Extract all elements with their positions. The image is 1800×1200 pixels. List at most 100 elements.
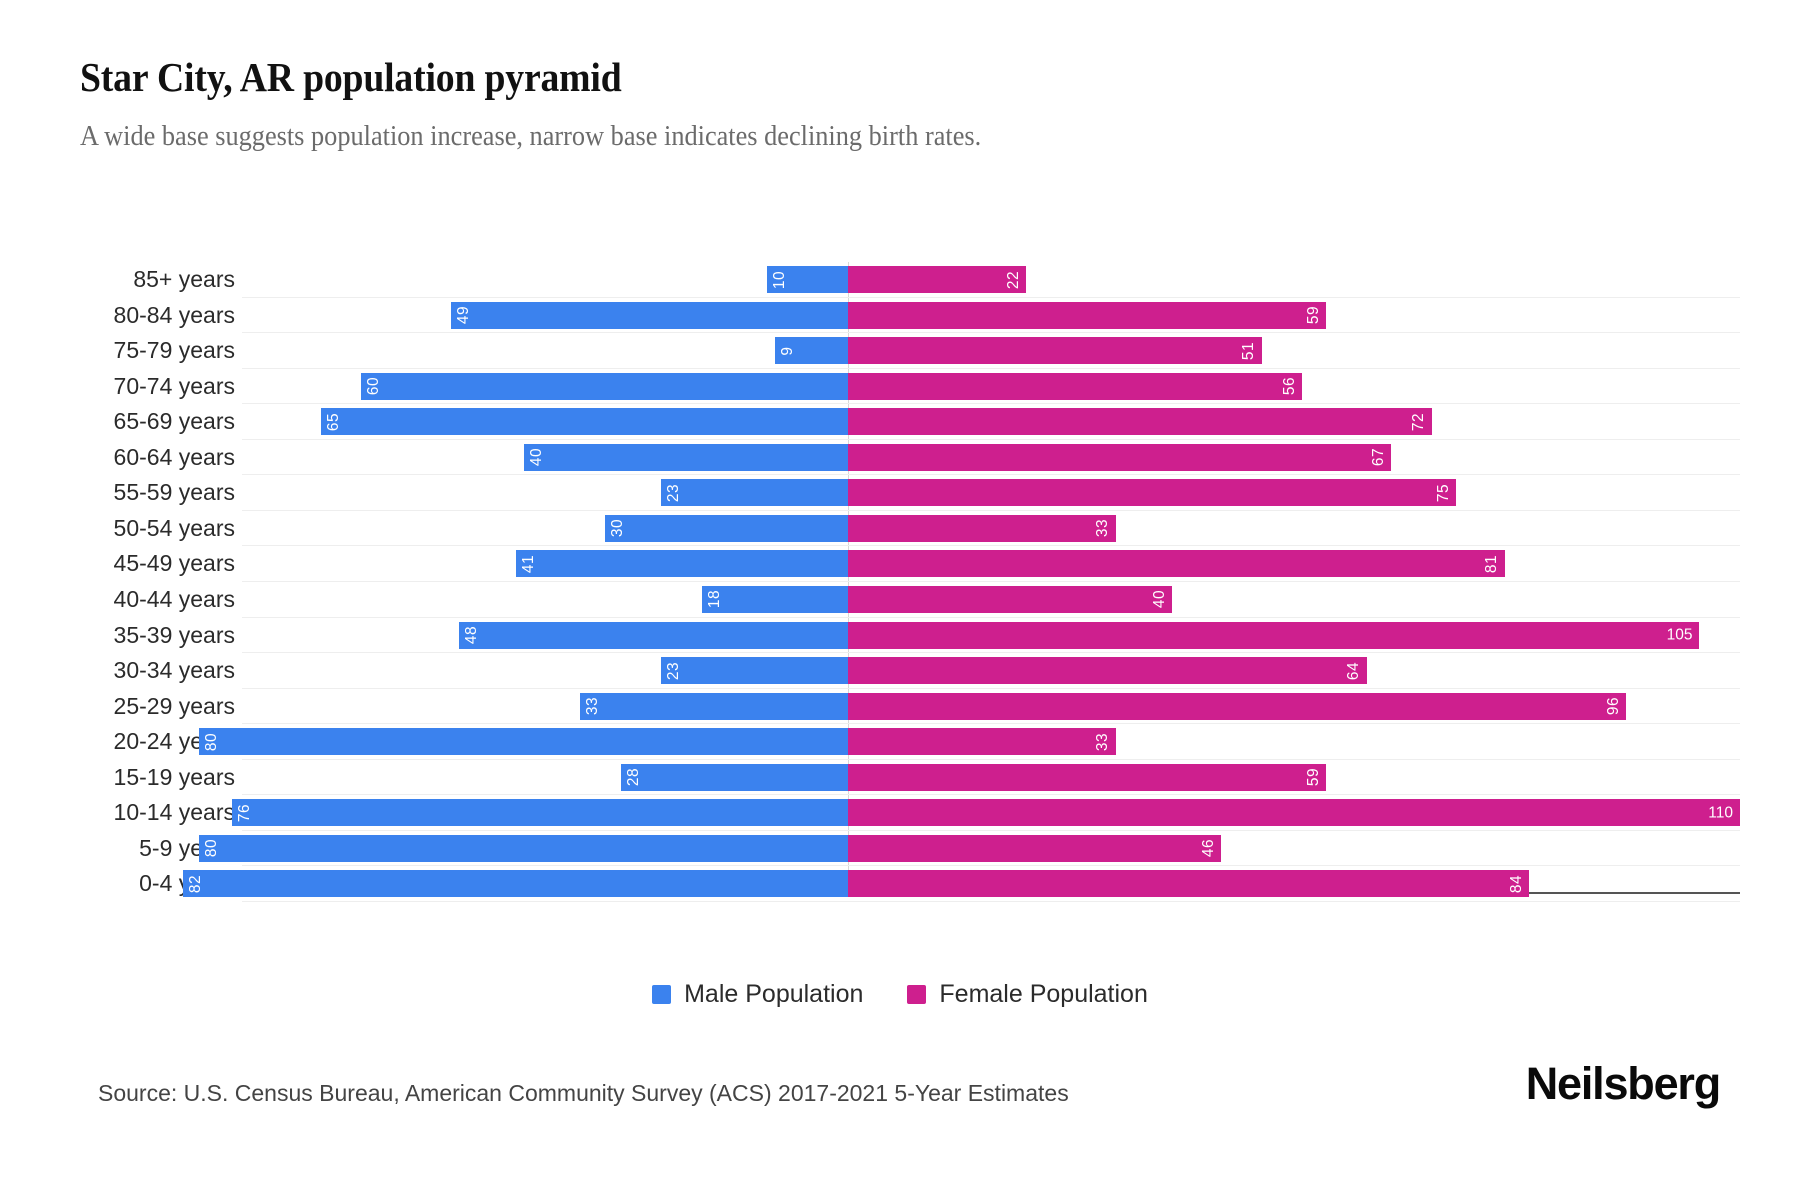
female-bar[interactable]: 96: [848, 692, 1627, 720]
y-axis-tick-label: 35-39 years: [113, 621, 235, 648]
female-bar[interactable]: 59: [848, 763, 1327, 791]
male-bar-value: 18: [706, 590, 724, 609]
male-bar-value: 33: [584, 696, 602, 716]
female-bar[interactable]: 84: [848, 870, 1530, 898]
gridline: [242, 723, 1740, 725]
female-bar-value: 40: [1150, 590, 1168, 609]
male-bar[interactable]: 82: [183, 870, 848, 898]
male-bar[interactable]: 28: [620, 763, 848, 791]
male-bar-value: 10: [770, 270, 788, 289]
brand-logo: Neilsberg: [1525, 1058, 1721, 1109]
pyramid-row: 82 84: [183, 866, 1740, 902]
male-bar-value: 23: [665, 661, 683, 680]
male-bar-value: 76: [235, 803, 253, 822]
gridline: [242, 545, 1740, 547]
pyramid-row: 41 81: [242, 546, 1740, 582]
chart-header: Star City, AR population pyramid A wide …: [80, 52, 1720, 156]
female-bar-value: 56: [1280, 377, 1298, 396]
gridline: [242, 403, 1740, 405]
y-axis-tick-label: 70-74 years: [113, 372, 235, 399]
male-bar[interactable]: 80: [199, 728, 848, 756]
male-bar-value: 28: [624, 768, 642, 787]
pyramid-row: 28 59: [242, 760, 1740, 796]
female-bar[interactable]: 67: [848, 443, 1392, 471]
male-bar[interactable]: 65: [320, 408, 848, 436]
female-bar-value: 33: [1094, 519, 1112, 538]
female-bar[interactable]: 64: [848, 657, 1367, 685]
female-bar[interactable]: 72: [848, 408, 1432, 436]
female-bar[interactable]: 110: [848, 799, 1740, 827]
female-bar[interactable]: 75: [848, 479, 1457, 507]
legend-item-female[interactable]: Female Population: [907, 980, 1148, 1009]
female-bar-value: 22: [1004, 270, 1022, 289]
gridline: [242, 296, 1740, 298]
male-bar[interactable]: 23: [661, 657, 848, 685]
female-bar[interactable]: 105: [848, 621, 1700, 649]
pyramid-row: 49 59: [242, 298, 1740, 334]
gridline: [242, 758, 1740, 760]
male-bar[interactable]: 41: [515, 550, 848, 578]
male-color-swatch-icon: [652, 985, 672, 1004]
male-bar[interactable]: 33: [580, 692, 848, 720]
legend-label-male: Male Population: [684, 980, 864, 1008]
gridline: [242, 438, 1740, 440]
female-bar-value: 110: [1708, 804, 1733, 821]
gridline: [242, 580, 1740, 582]
male-bar[interactable]: 40: [523, 443, 848, 471]
gridline: [242, 865, 1740, 867]
y-axis-tick-label: 80-84 years: [113, 301, 235, 328]
gridline: [242, 900, 1740, 902]
male-bar[interactable]: 76: [231, 799, 848, 827]
male-bar[interactable]: 10: [766, 266, 848, 293]
male-bar-value: 60: [365, 377, 383, 396]
female-bar[interactable]: 33: [848, 514, 1116, 542]
legend-item-male[interactable]: Male Population: [652, 980, 863, 1009]
male-bar[interactable]: 60: [361, 372, 848, 400]
source-note: Source: U.S. Census Bureau, American Com…: [98, 1080, 1069, 1106]
male-bar[interactable]: 18: [702, 585, 848, 613]
female-bar-value: 33: [1094, 732, 1112, 751]
gridline: [242, 332, 1740, 334]
y-axis-labels: 85+ years 80-84 years 75-79 years 70-74 yea…: [80, 262, 235, 896]
male-bar-value: 49: [454, 305, 472, 325]
pyramid-row: 10 22: [242, 262, 1740, 298]
male-bar[interactable]: 30: [604, 514, 848, 542]
female-bar[interactable]: 40: [848, 585, 1173, 613]
y-axis-tick-label: 45-49 years: [113, 550, 235, 577]
female-bar-value: 59: [1304, 768, 1322, 787]
female-bar[interactable]: 33: [848, 728, 1116, 756]
chart-subtitle: A wide base suggests population increase…: [80, 121, 982, 152]
female-bar[interactable]: 56: [848, 372, 1303, 400]
male-bar[interactable]: 49: [450, 301, 848, 329]
male-bar[interactable]: 9: [775, 337, 848, 365]
female-bar[interactable]: 46: [848, 834, 1222, 862]
male-bar[interactable]: 23: [661, 479, 848, 507]
female-bar-value: 67: [1369, 448, 1387, 467]
pyramid-row: 40 67: [242, 440, 1740, 476]
male-bar-value: 9: [779, 346, 797, 356]
pyramid-row: 76 110: [231, 795, 1740, 831]
female-bar[interactable]: 22: [848, 266, 1027, 293]
male-bar-value: 41: [519, 554, 537, 574]
female-bar-value: 81: [1483, 554, 1501, 574]
pyramid-row: 18 40: [242, 582, 1740, 618]
y-axis-tick-label: 55-59 years: [113, 479, 235, 506]
bars-container: 10 22 49 59 9 51 60 56 65 72 40 67 23 75 30 33 41 81 18 40 4…: [183, 262, 1740, 902]
pyramid-row: 65 72: [242, 404, 1740, 440]
male-bar-value: 80: [203, 732, 221, 751]
female-bar[interactable]: 51: [848, 337, 1262, 365]
gridline: [242, 616, 1740, 618]
male-bar[interactable]: 80: [199, 834, 848, 862]
pyramid-row: 23 75: [242, 475, 1740, 511]
y-axis-tick-label: 25-29 years: [113, 692, 235, 719]
pyramid-row: 30 33: [242, 511, 1740, 547]
y-axis-tick-label: 40-44 years: [113, 585, 235, 612]
female-bar[interactable]: 81: [848, 550, 1505, 578]
male-bar[interactable]: 48: [458, 621, 848, 649]
female-bar[interactable]: 59: [848, 301, 1327, 329]
female-bar-value: 75: [1434, 483, 1452, 502]
male-bar-value: 82: [187, 874, 205, 893]
y-axis-tick-label: 15-19 years: [113, 763, 235, 790]
male-bar-value: 65: [324, 412, 342, 431]
